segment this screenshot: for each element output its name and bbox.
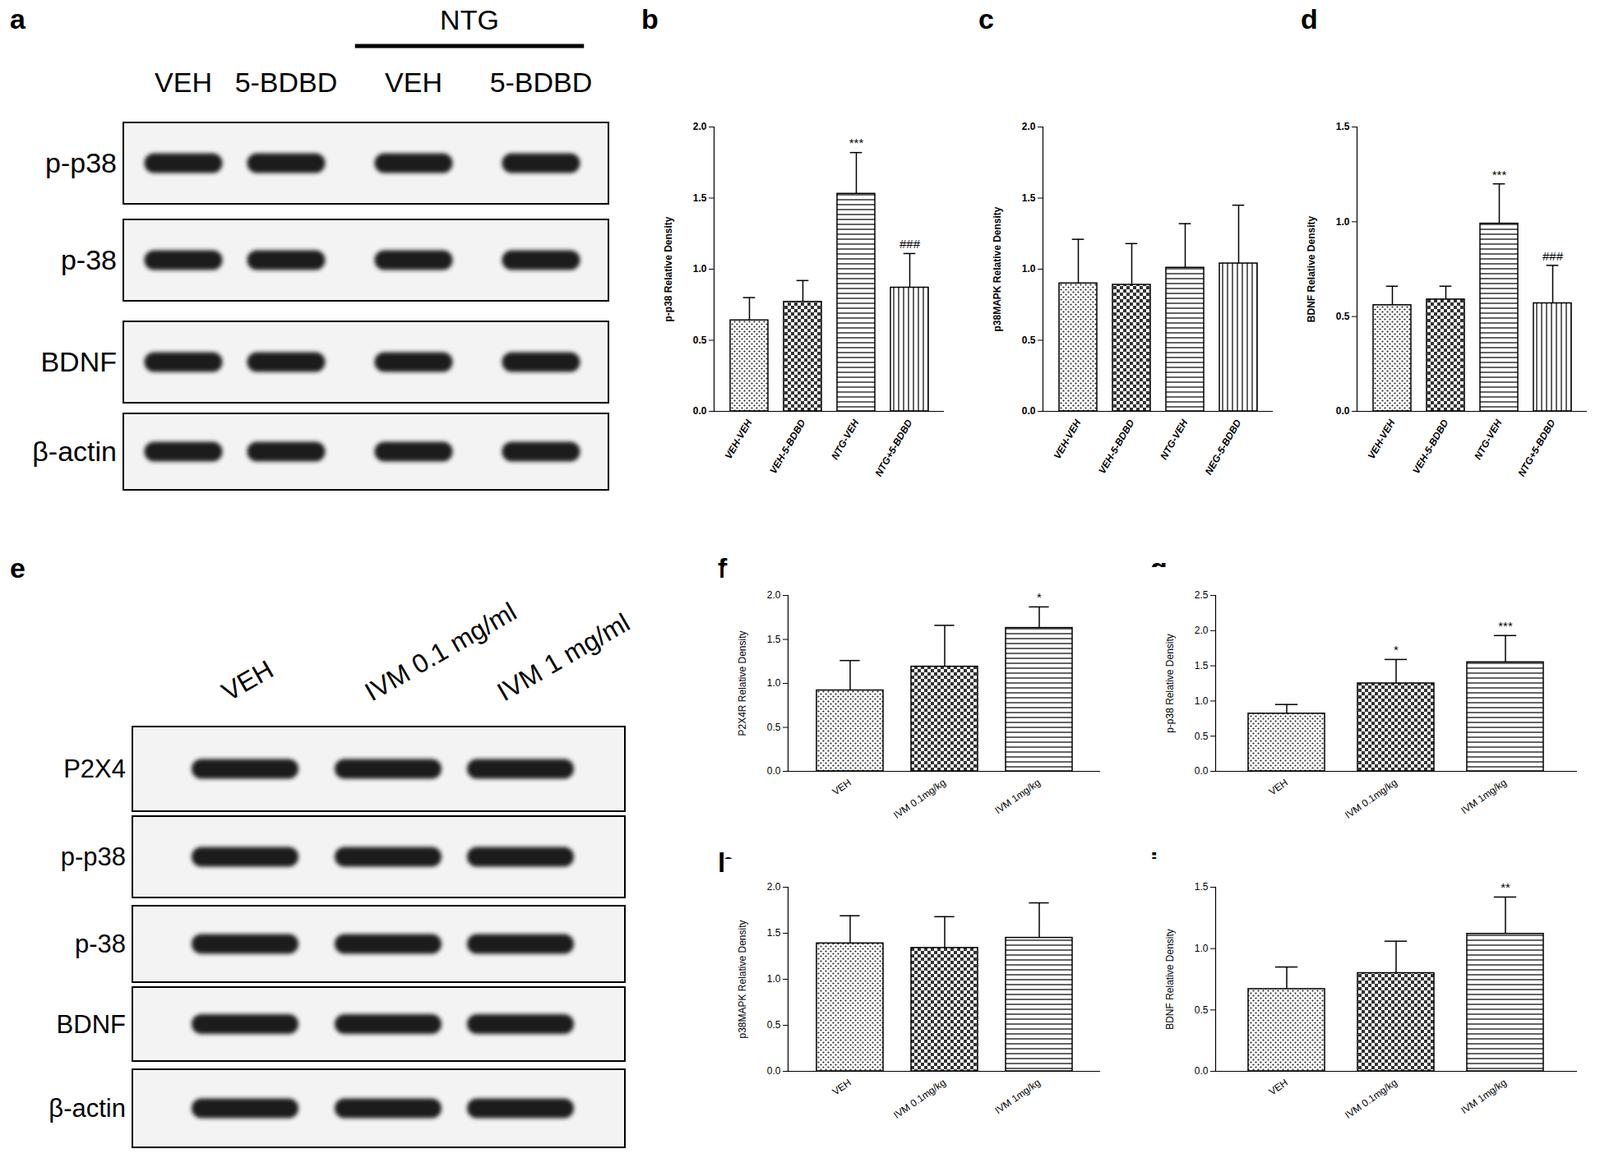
- svg-text:1.0: 1.0: [1336, 216, 1351, 228]
- svg-text:***: ***: [849, 135, 865, 150]
- html-text:e: e: [9, 552, 26, 584]
- svg-text:1.0: 1.0: [1021, 263, 1036, 275]
- svg-text:p-p38 Relative Density: p-p38 Relative Density: [662, 216, 675, 322]
- svg-text:β-actin: β-actin: [32, 435, 117, 468]
- svg-text:1.5: 1.5: [767, 633, 782, 646]
- svg-text:***: ***: [1498, 619, 1513, 634]
- svg-text:NTG-VEH: NTG-VEH: [828, 417, 861, 463]
- svg-text:0.5: 0.5: [1194, 730, 1209, 743]
- svg-text:NTG-VEH: NTG-VEH: [1157, 417, 1190, 463]
- svg-text:0.5: 0.5: [1021, 334, 1036, 347]
- svg-text:5-BDBD: 5-BDBD: [490, 66, 593, 98]
- svg-text:0.0: 0.0: [1194, 1065, 1209, 1078]
- html-text:a: a: [9, 3, 26, 35]
- svg-text:VEH: VEH: [217, 654, 279, 708]
- svg-text:0.5: 0.5: [1336, 310, 1351, 323]
- svg-text:p-38: p-38: [60, 244, 117, 276]
- svg-text:2.0: 2.0: [1194, 624, 1209, 637]
- svg-text:*: *: [1393, 642, 1399, 657]
- svg-text:p38MAPK Relative Density: p38MAPK Relative Density: [991, 206, 1004, 332]
- svg-text:1.5: 1.5: [1194, 881, 1209, 893]
- svg-text:0.0: 0.0: [1021, 405, 1036, 417]
- html-text:d: d: [1300, 3, 1318, 35]
- svg-text:VEH: VEH: [1267, 1077, 1291, 1099]
- svg-text:1.5: 1.5: [1021, 192, 1036, 204]
- svg-text:2.0: 2.0: [693, 120, 708, 133]
- svg-text:1.0: 1.0: [767, 973, 782, 985]
- svg-text:NTG+5-BDBD: NTG+5-BDBD: [872, 417, 915, 480]
- svg-text:0.5: 0.5: [767, 721, 782, 734]
- html-text:b: b: [641, 3, 659, 35]
- svg-text:P2X4R Relative Density: P2X4R Relative Density: [736, 630, 749, 736]
- svg-text:1.0: 1.0: [767, 677, 782, 690]
- html-text:h: h: [717, 846, 735, 879]
- svg-text:IVM 1mg/kg: IVM 1mg/kg: [1458, 1077, 1508, 1117]
- svg-text:BDNF Relative Density: BDNF Relative Density: [1305, 215, 1318, 323]
- svg-text:IVM 0.1mg/kg: IVM 0.1mg/kg: [1342, 1077, 1400, 1122]
- svg-text:1.0: 1.0: [1194, 943, 1209, 955]
- svg-text:IVM 0.1mg/kg: IVM 0.1mg/kg: [891, 776, 948, 822]
- svg-text:VEH-5-BDBD: VEH-5-BDBD: [1410, 417, 1451, 477]
- svg-text:1.0: 1.0: [1194, 695, 1209, 708]
- svg-text:5-BDBD: 5-BDBD: [235, 66, 338, 98]
- svg-text:1.5: 1.5: [1336, 120, 1351, 133]
- svg-text:VEH: VEH: [1267, 776, 1291, 799]
- svg-text:###: ###: [1542, 249, 1564, 264]
- html-text:g: g: [1150, 552, 1168, 584]
- svg-text:BDNF Relative Density: BDNF Relative Density: [1164, 929, 1176, 1031]
- svg-text:BDNF: BDNF: [40, 346, 117, 378]
- svg-text:p-p38 Relative Density: p-p38 Relative Density: [1164, 633, 1176, 734]
- svg-text:p38MAPK Relative Density: p38MAPK Relative Density: [736, 920, 749, 1039]
- svg-text:2.0: 2.0: [1021, 120, 1036, 133]
- svg-text:0.0: 0.0: [767, 1065, 782, 1078]
- svg-text:0.0: 0.0: [1194, 765, 1209, 777]
- html-text:f: f: [717, 552, 728, 584]
- svg-text:0.5: 0.5: [767, 1019, 782, 1032]
- svg-text:**: **: [1500, 880, 1511, 895]
- svg-text:###: ###: [899, 236, 921, 251]
- svg-text:VEH: VEH: [830, 1077, 854, 1099]
- svg-text:IVM 0.1 mg/ml: IVM 0.1 mg/ml: [359, 596, 522, 708]
- svg-text:P2X4: P2X4: [63, 754, 126, 784]
- svg-text:VEH-5-BDBD: VEH-5-BDBD: [1095, 417, 1137, 477]
- svg-text:0.0: 0.0: [767, 765, 782, 777]
- svg-text:IVM 1mg/kg: IVM 1mg/kg: [992, 776, 1042, 817]
- svg-text:IVM 1mg/kg: IVM 1mg/kg: [1458, 776, 1508, 817]
- svg-text:IVM 0.1mg/kg: IVM 0.1mg/kg: [1342, 776, 1400, 822]
- svg-text:NTG: NTG: [439, 4, 500, 36]
- svg-text:VEH: VEH: [154, 66, 213, 98]
- svg-text:p-38: p-38: [74, 929, 126, 959]
- svg-text:p-p38: p-p38: [60, 842, 126, 872]
- svg-text:2.0: 2.0: [767, 589, 782, 602]
- svg-text:1.5: 1.5: [767, 927, 782, 939]
- svg-text:IVM 1mg/kg: IVM 1mg/kg: [992, 1077, 1042, 1117]
- html-text:i: i: [1150, 846, 1159, 879]
- svg-text:0.0: 0.0: [693, 405, 708, 417]
- svg-text:2.5: 2.5: [1194, 589, 1209, 602]
- svg-text:2.0: 2.0: [767, 881, 782, 893]
- svg-text:VEH: VEH: [384, 66, 443, 98]
- svg-text:1.5: 1.5: [693, 192, 708, 204]
- html-text:c: c: [978, 3, 994, 35]
- svg-text:VEH: VEH: [830, 776, 854, 799]
- svg-text:1.5: 1.5: [1194, 660, 1209, 672]
- svg-text:VEH-VEH: VEH-VEH: [1051, 417, 1084, 462]
- svg-text:VEH-VEH: VEH-VEH: [1365, 417, 1398, 462]
- svg-text:NEG-5-BDBD: NEG-5-BDBD: [1202, 417, 1244, 478]
- svg-text:NTG+5-BDBD: NTG+5-BDBD: [1515, 417, 1558, 480]
- svg-text:NTG-VEH: NTG-VEH: [1471, 417, 1504, 463]
- svg-text:p-p38: p-p38: [45, 147, 117, 179]
- svg-text:***: ***: [1492, 167, 1508, 182]
- svg-text:0.5: 0.5: [693, 334, 708, 347]
- svg-text:BDNF: BDNF: [56, 1010, 126, 1040]
- svg-text:0.5: 0.5: [1194, 1004, 1209, 1017]
- svg-text:β-actin: β-actin: [48, 1094, 126, 1124]
- svg-text:*: *: [1036, 590, 1042, 605]
- svg-text:1.0: 1.0: [693, 263, 708, 275]
- svg-text:IVM 0.1mg/kg: IVM 0.1mg/kg: [891, 1077, 948, 1122]
- svg-text:VEH-VEH: VEH-VEH: [722, 417, 755, 462]
- svg-text:0.0: 0.0: [1336, 405, 1351, 417]
- svg-text:IVM 1 mg/ml: IVM 1 mg/ml: [492, 607, 636, 708]
- svg-text:VEH-5-BDBD: VEH-5-BDBD: [767, 417, 808, 477]
